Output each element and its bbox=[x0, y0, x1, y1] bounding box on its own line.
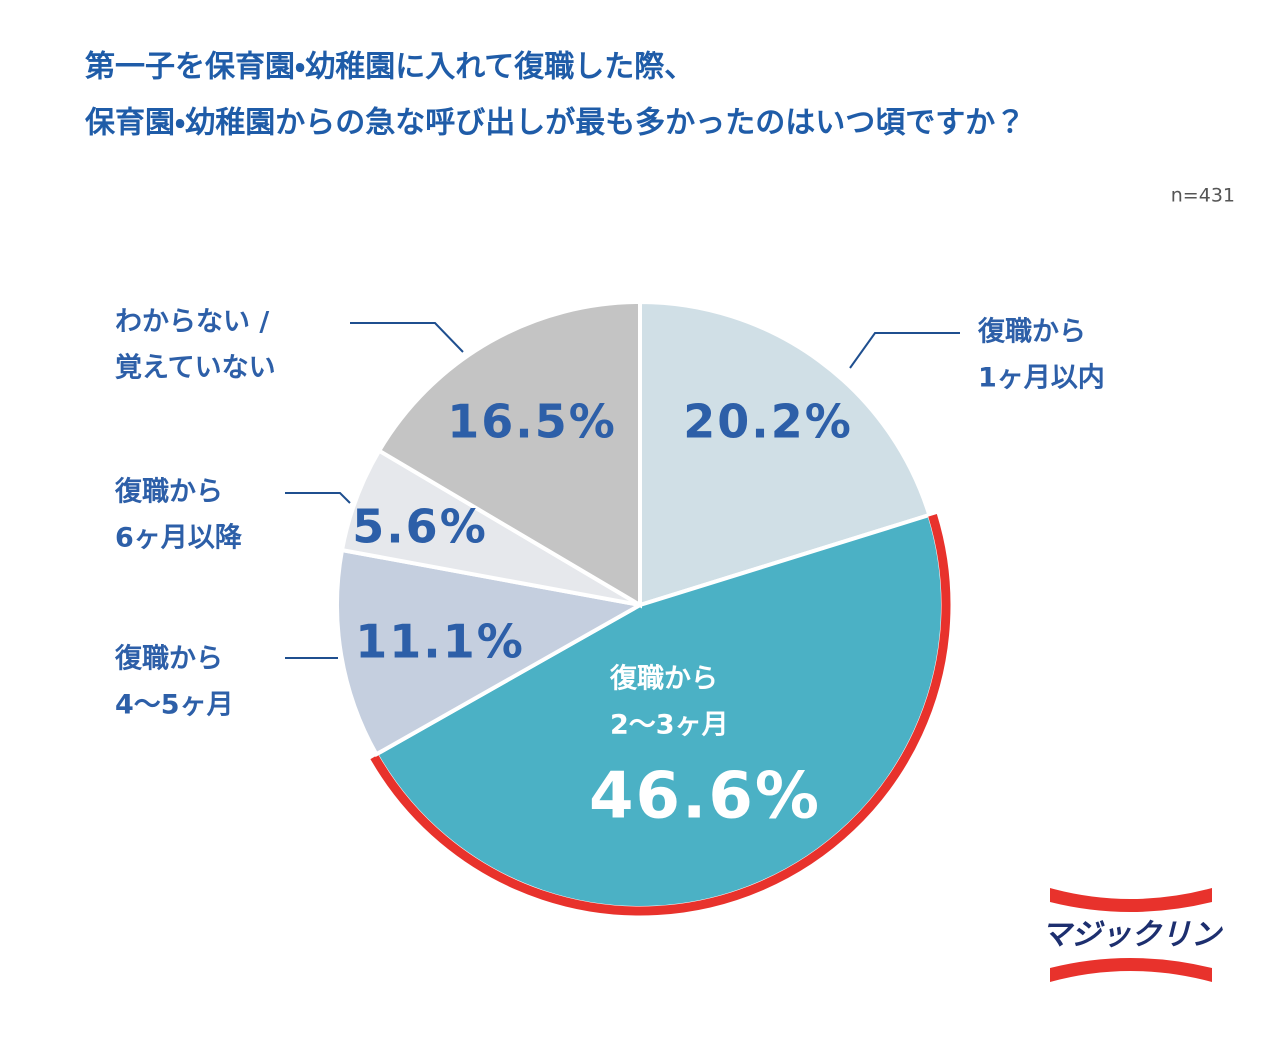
leader-line bbox=[285, 492, 351, 504]
category-label: 6ヶ月以降 bbox=[115, 523, 243, 554]
logo-text: マジックリン bbox=[1041, 918, 1223, 953]
logo: マジックリン bbox=[1041, 888, 1223, 982]
highlight-arc bbox=[370, 513, 951, 916]
pie-slice bbox=[638, 299, 932, 608]
leader-line bbox=[350, 322, 464, 353]
pie bbox=[335, 299, 951, 916]
category-label: 復職から bbox=[977, 316, 1086, 348]
value-label: 20.2% bbox=[683, 395, 853, 449]
category-label: 復職から bbox=[114, 476, 223, 508]
category-label: 4〜5ヶ月 bbox=[115, 690, 234, 721]
value-label: 5.6% bbox=[352, 500, 488, 554]
pie-slice bbox=[335, 547, 646, 758]
category-label: 覚えていない bbox=[115, 353, 276, 384]
pie-slice bbox=[376, 299, 642, 609]
category-label: わからない / bbox=[115, 307, 269, 338]
category-label: 復職から bbox=[114, 643, 223, 675]
chart-title: 第一子を保育園・幼稚園に入れて復職した際、 bbox=[85, 50, 694, 85]
value-label: 11.1% bbox=[355, 615, 525, 669]
logo-band bbox=[1050, 902, 1212, 968]
sample-size: n=431 bbox=[1171, 185, 1235, 207]
value-label: 16.5% bbox=[447, 395, 617, 449]
leader-line bbox=[849, 332, 960, 369]
category-label: 1ヶ月以内 bbox=[978, 363, 1105, 394]
category-label: 2〜3ヶ月 bbox=[610, 710, 729, 741]
chart-title: 保育園・幼稚園からの急な呼び出しが最も多かったのはいつ頃ですか？ bbox=[85, 106, 1025, 141]
value-label: 46.6% bbox=[589, 760, 821, 834]
category-label: 復職から bbox=[609, 663, 718, 695]
